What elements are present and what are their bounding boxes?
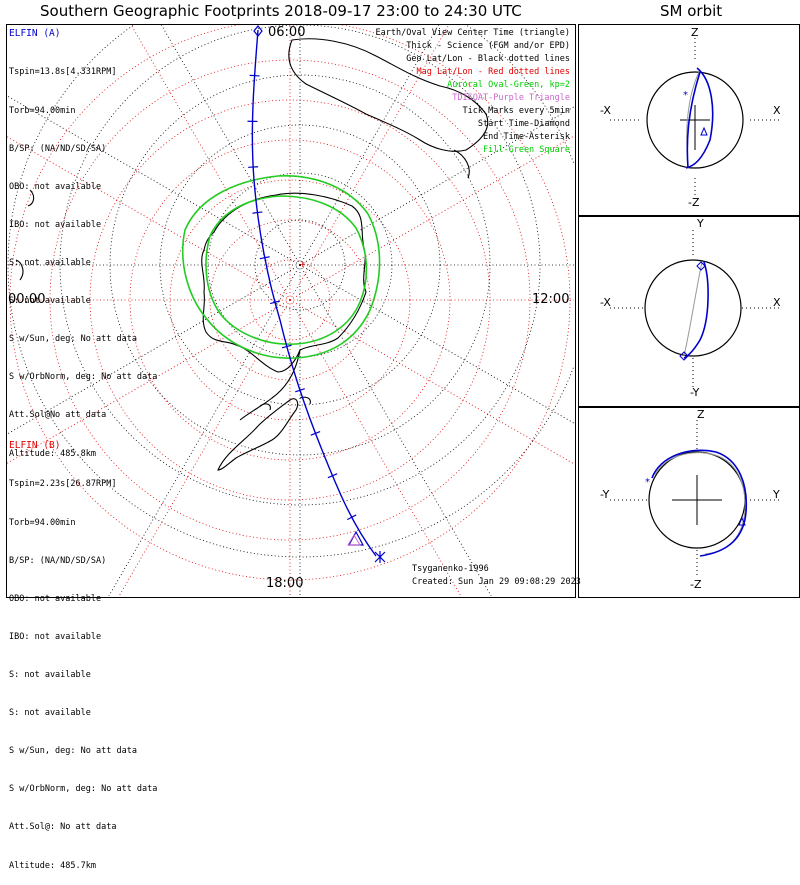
axis-label-right: X — [773, 296, 781, 309]
end-asterisk: * — [683, 90, 688, 101]
axis-label-left: -X — [600, 296, 611, 309]
axis-label-top: Y — [697, 217, 704, 230]
orbit-plot-xy — [610, 230, 780, 388]
orbit-plot-xz: * — [610, 38, 780, 200]
orbit-track — [684, 262, 708, 358]
info-line: S w/Sun, deg: No att data — [9, 745, 157, 758]
orbit-shadow — [687, 70, 700, 165]
axis-label-right: X — [773, 104, 781, 117]
info-line: Altitude: 485.7km — [9, 860, 157, 873]
info-line: Att.Sol@: No att data — [9, 821, 157, 834]
orbit-plot-yz: * — [610, 420, 780, 578]
axis-label-bottom: -Z — [688, 196, 700, 209]
axis-label-bottom: -Y — [690, 386, 699, 399]
info-line: S: not available — [9, 707, 157, 720]
axis-label-right: Y — [773, 488, 780, 501]
axis-label-top: Z — [691, 26, 699, 39]
orbit-plots: * * — [0, 0, 800, 600]
info-line: S w/OrbNorm, deg: No att data — [9, 783, 157, 796]
axis-label-bottom: -Z — [690, 578, 702, 591]
info-line: IBO: not available — [9, 631, 157, 644]
axis-label-top: Z — [697, 408, 705, 421]
axis-label-left: -X — [600, 104, 611, 117]
info-line: S: not available — [9, 669, 157, 682]
end-asterisk: * — [645, 477, 650, 488]
center-triangle — [701, 128, 707, 135]
axis-label-left: -Y — [600, 488, 609, 501]
